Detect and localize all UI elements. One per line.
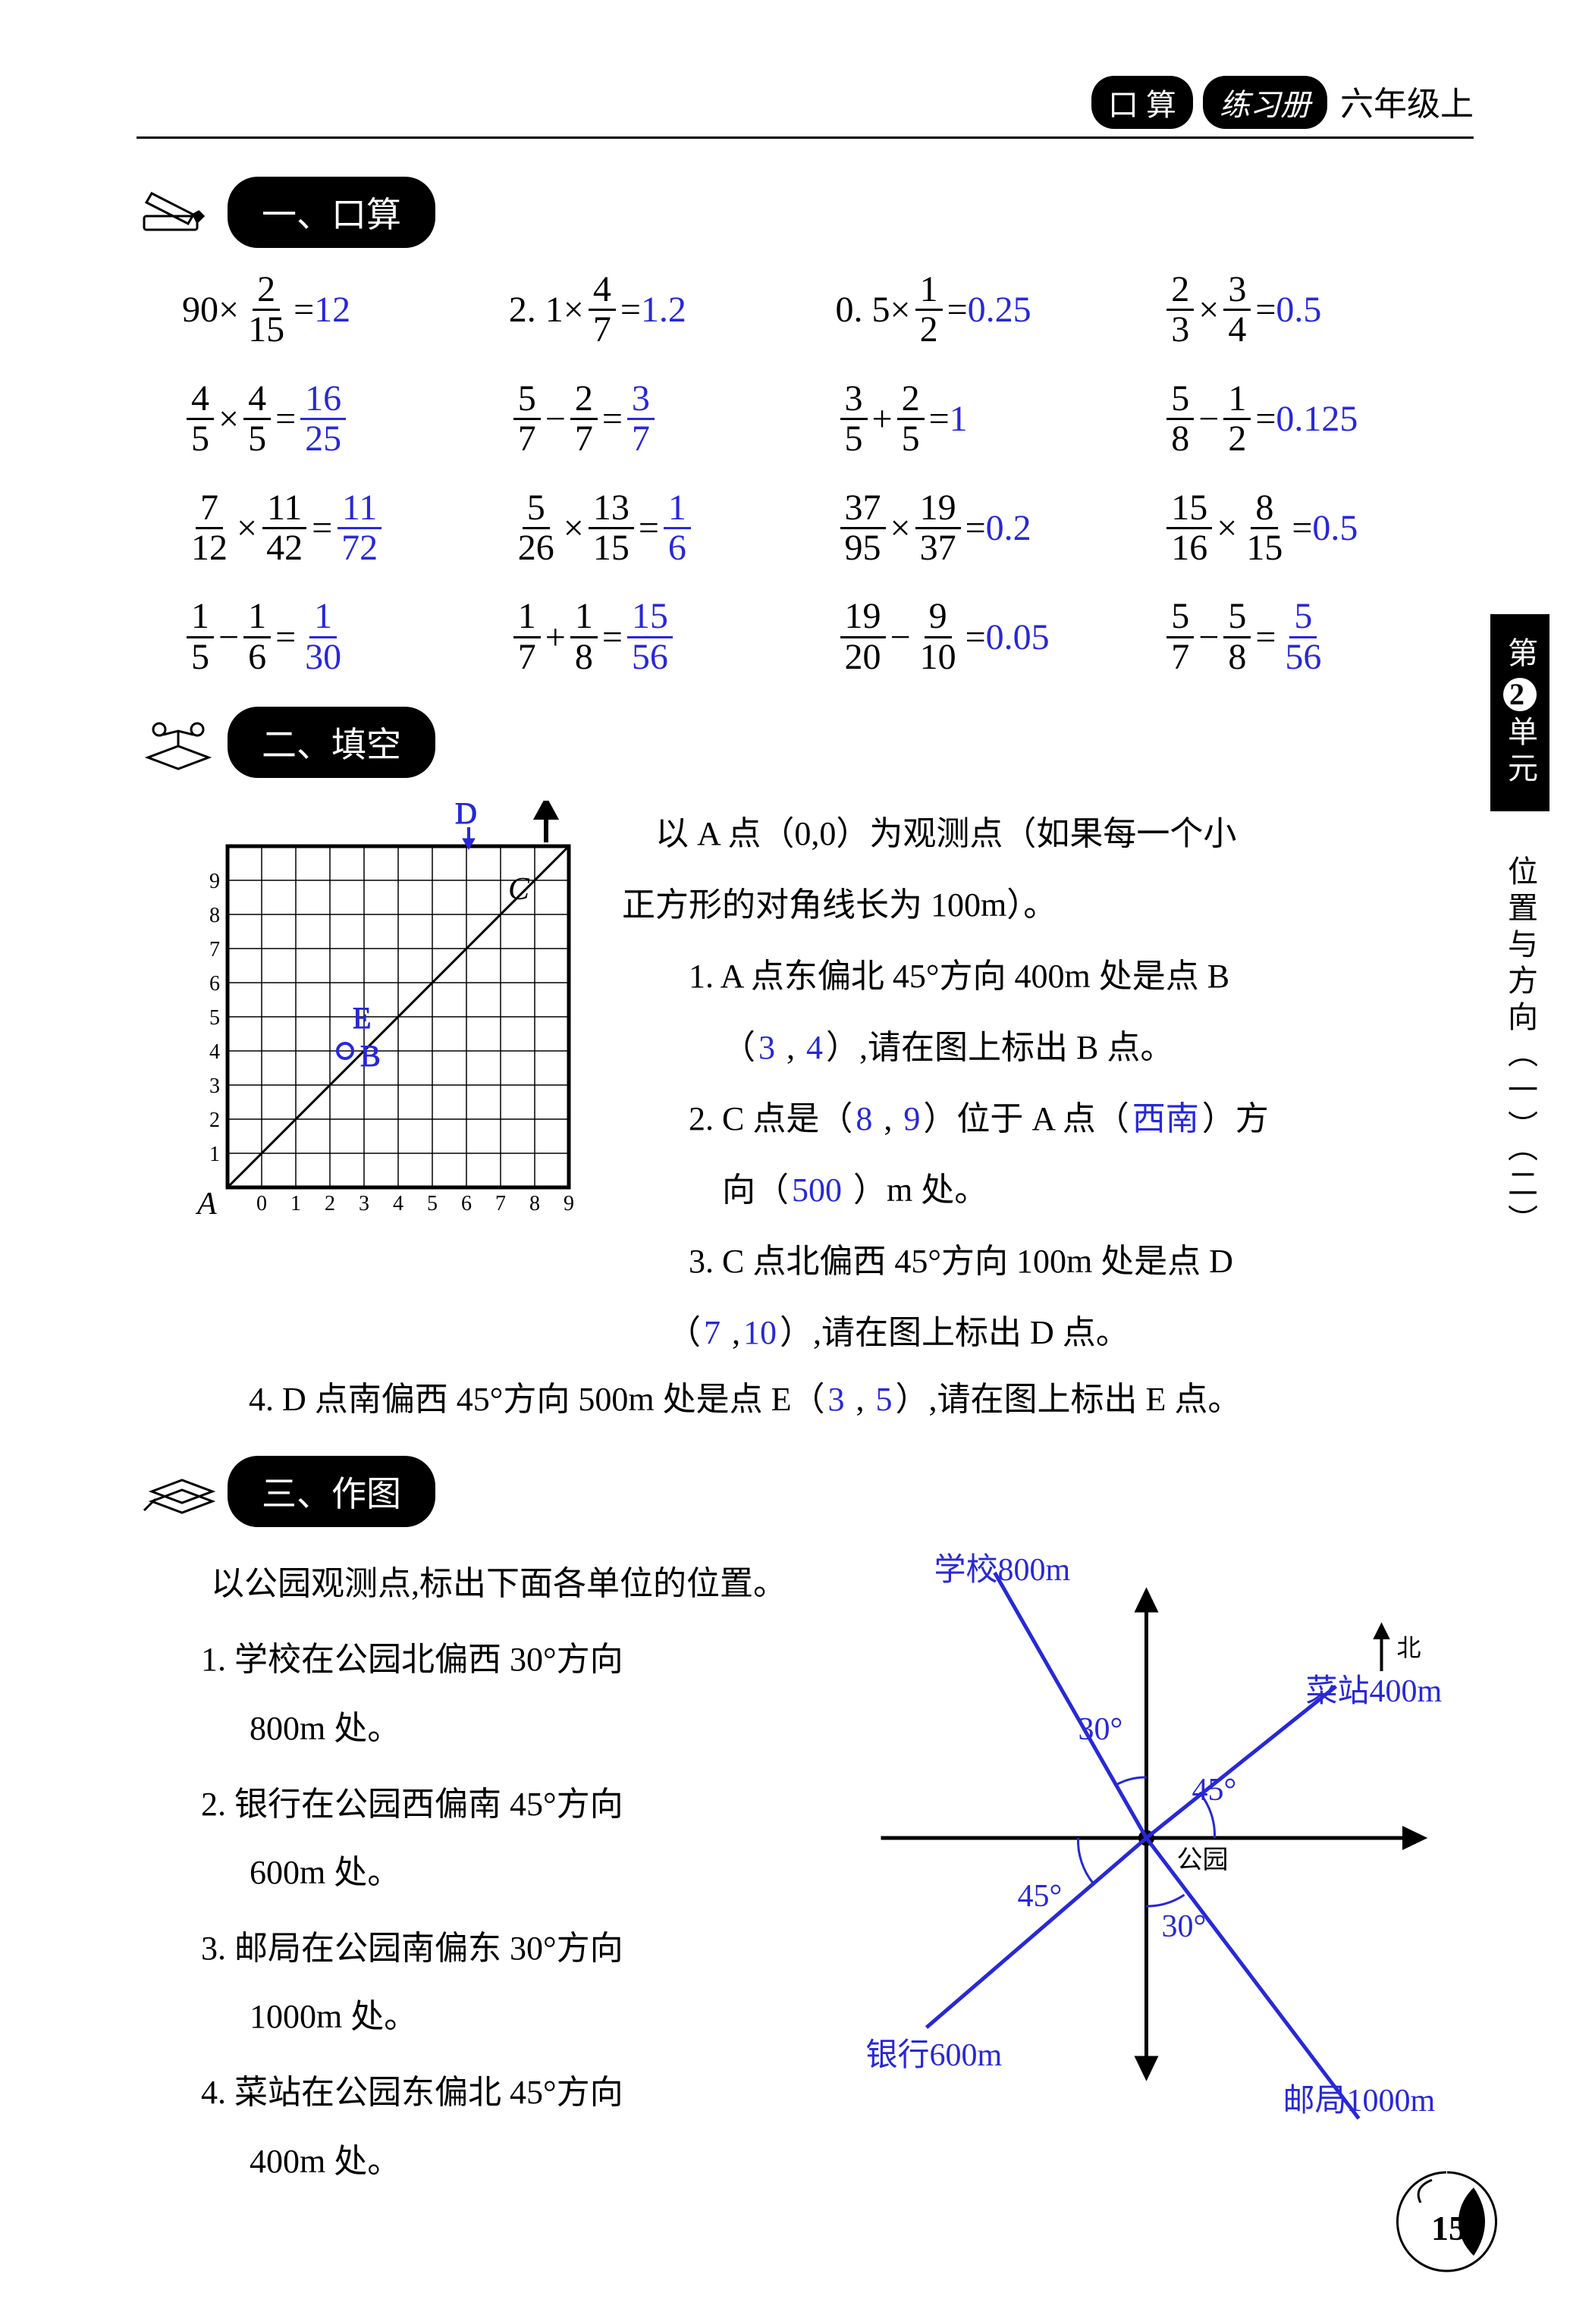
- post-label: 邮局1000m: [1283, 2084, 1436, 2119]
- svg-text:7: 7: [495, 1192, 506, 1215]
- calc-r3c3: 3795 × 1937 =0.2: [836, 489, 1148, 568]
- calc-r4c4: 57 − 58 =556: [1162, 597, 1474, 676]
- fill-questions: 以 A 点（0,0）为观测点（如果每一个小 正方形的对角线长为 100m）。 1…: [622, 801, 1474, 1300]
- calc-r3c4: 1516 × 815 =0.5: [1162, 489, 1474, 568]
- svg-text:8: 8: [529, 1192, 540, 1215]
- svg-text:8: 8: [209, 904, 220, 927]
- svg-text:3: 3: [209, 1074, 220, 1098]
- angle-30-2: 30°: [1162, 1909, 1207, 1944]
- section-1-header: 一、口算: [137, 177, 1474, 248]
- grid-label-b: B: [360, 1039, 381, 1073]
- svg-text:7: 7: [209, 938, 220, 961]
- svg-text:5: 5: [427, 1192, 438, 1215]
- svg-text:6: 6: [209, 972, 220, 996]
- svg-text:2: 2: [209, 1109, 220, 1132]
- book-icon: [137, 708, 220, 776]
- section-2-header: 二、填空: [137, 707, 1474, 778]
- school-label: 学校800m: [934, 1552, 1071, 1588]
- calc-r1c3: 0. 5 × 12 =0.25: [836, 271, 1148, 350]
- svg-text:1: 1: [290, 1192, 301, 1215]
- calc-r2c1: 45 × 45 = 1625: [182, 380, 494, 459]
- grid-label-e: E: [353, 1001, 371, 1035]
- header-pill-2: 练习册: [1203, 76, 1327, 129]
- draw-questions: 以公园观测点,标出下面各单位的位置。 1. 学校在公园北偏西 30°方向800m…: [144, 1550, 789, 2203]
- svg-text:0: 0: [256, 1192, 267, 1215]
- bank-label: 银行600m: [866, 2038, 1003, 2073]
- calc-r1c1: 90 × 215 =12: [182, 271, 494, 350]
- park-label: 公园: [1177, 1846, 1229, 1874]
- svg-text:4: 4: [209, 1040, 220, 1064]
- svg-text:9: 9: [209, 870, 220, 893]
- coordinate-grid: 012 345 678 9 987 654 321 A C D: [182, 801, 592, 1225]
- grid-label-a: A: [195, 1187, 217, 1222]
- svg-text:3: 3: [359, 1192, 369, 1215]
- calc-grid: 90 × 215 =12 2. 1 × 47 =1.2 0. 5 × 12 =0…: [182, 271, 1474, 676]
- grid-label-c: C: [508, 872, 530, 907]
- angle-45-1: 45°: [1192, 1773, 1237, 1808]
- calc-r4c3: 1920 − 910 =0.05: [836, 597, 1148, 676]
- grade-label: 六年级上: [1340, 86, 1474, 123]
- fill-q4: 4. D 点南偏西 45°方向 500m 处是点 E（3 , 5）,请在图上标出…: [182, 1366, 1474, 1433]
- svg-text:5: 5: [209, 1006, 220, 1030]
- section-3-header: 三、作图: [137, 1456, 1474, 1527]
- page-header: 口 算 练习册 六年级上: [137, 76, 1474, 139]
- calc-r3c1: 712 × 1142 = 1172: [182, 489, 494, 568]
- grid-label-d: D: [455, 801, 477, 830]
- calc-r2c2: 57 − 27 = 37: [509, 380, 821, 459]
- calc-r4c1: 15 − 16 =130: [182, 597, 494, 676]
- calc-r1c2: 2. 1 × 47 =1.2: [509, 271, 821, 350]
- section-2-title: 二、填空: [228, 707, 435, 778]
- book-stack-icon: [137, 1457, 220, 1526]
- svg-text:4: 4: [393, 1192, 403, 1215]
- svg-text:6: 6: [461, 1192, 472, 1215]
- direction-diagram: 公园 北: [789, 1550, 1474, 2126]
- section-3-title: 三、作图: [228, 1456, 435, 1527]
- svg-text:2: 2: [325, 1192, 335, 1215]
- calc-r2c4: 58 − 12 =0.125: [1162, 380, 1474, 459]
- unit-sidebar: 第2单元 位置与方向（一）（二）: [1496, 614, 1549, 1240]
- angle-30-1: 30°: [1079, 1712, 1123, 1747]
- calc-r3c2: 526 × 1315 = 16: [509, 489, 821, 568]
- calc-r1c4: 23 × 34 =0.5: [1162, 271, 1474, 350]
- market-label: 菜站400m: [1306, 1674, 1443, 1709]
- angle-45-2: 45°: [1018, 1879, 1063, 1914]
- svg-text:1: 1: [209, 1143, 220, 1166]
- page-number: 15: [1431, 2208, 1466, 2248]
- calc-r4c2: 17 + 18 =1556: [509, 597, 821, 676]
- svg-text:9: 9: [564, 1192, 574, 1215]
- north-label: 北: [1397, 1634, 1421, 1661]
- pencil-ruler-icon: [137, 178, 220, 246]
- calc-r2c3: 35 + 25 =1: [836, 380, 1148, 459]
- section-1-title: 一、口算: [228, 177, 435, 248]
- header-pill-1: 口 算: [1091, 76, 1193, 129]
